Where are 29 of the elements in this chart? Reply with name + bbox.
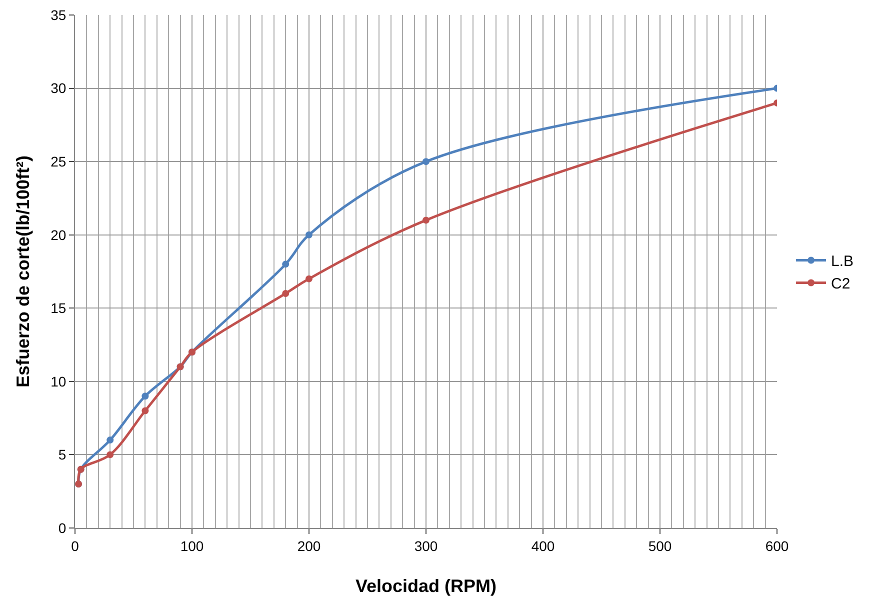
- y-tick-label: 10: [50, 373, 66, 390]
- y-tick-label: 0: [58, 520, 66, 536]
- y-tick-label: 25: [50, 153, 66, 170]
- point: [306, 231, 312, 238]
- y-tick-label: 5: [58, 446, 66, 463]
- x-tick-label: 100: [180, 538, 204, 554]
- x-tick-label: 600: [765, 538, 789, 554]
- x-tick-label: 400: [531, 538, 555, 554]
- point: [306, 275, 312, 282]
- y-tick-label: 35: [50, 6, 66, 23]
- point: [142, 407, 149, 414]
- point: [422, 158, 430, 166]
- point: [106, 451, 114, 458]
- x-tick-label: 500: [648, 538, 672, 554]
- legend-label: L.B: [831, 253, 854, 270]
- point: [282, 290, 290, 297]
- point: [106, 436, 114, 444]
- y-tick-label: 15: [50, 300, 66, 316]
- point: [282, 260, 290, 268]
- x-tick-label: 300: [414, 538, 438, 554]
- y-axis-title: Esfuerzo de corte(lb/100ft²): [13, 155, 33, 388]
- point: [142, 392, 149, 400]
- y-tick-label: 20: [50, 226, 66, 243]
- legend-label: C2: [831, 276, 850, 293]
- point: [422, 216, 430, 224]
- y-tick-label: 30: [50, 80, 66, 96]
- x-tick-label: 200: [297, 538, 321, 554]
- x-tick-label: 0: [71, 538, 80, 554]
- x-axis-title: Velocidad (RPM): [355, 576, 497, 596]
